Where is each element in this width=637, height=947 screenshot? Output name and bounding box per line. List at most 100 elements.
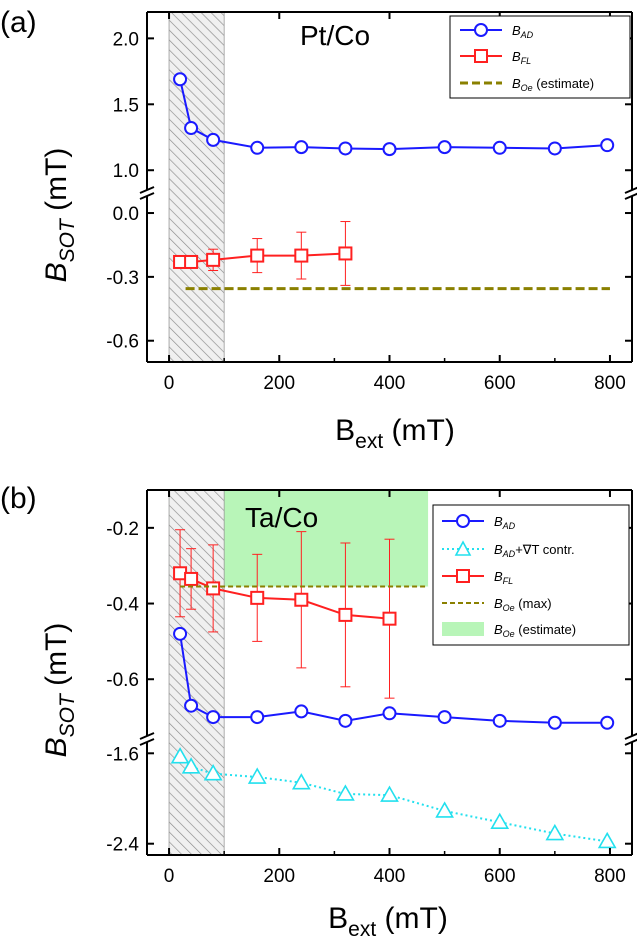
panel-b-break-mark-top-0 [139, 732, 155, 740]
panel-a-x-axis-title: Bext (mT) [335, 414, 455, 453]
panel-a-series-0-point-1 [184, 121, 199, 136]
panel-b-series-0-point-8 [492, 713, 507, 728]
panel-a-x-tick-label-4: 800 [594, 373, 626, 394]
panel-b-break-mark-bottom-0 [139, 738, 155, 746]
panel-a-y-tick-label-lower-1: -0.3 [106, 268, 139, 289]
panel-a-hatched-region [168, 11, 225, 363]
panel-a-x-tick-label-0: 0 [164, 373, 175, 394]
panel-b-y-tick-label-upper-0: -0.2 [106, 519, 139, 540]
panel-b-x-axis-title: Bext (mT) [328, 902, 448, 941]
panel-b-series-0-point-0 [173, 626, 188, 641]
panel-b-series-1-point-9 [545, 823, 565, 841]
panel-a-series-0-point-4 [294, 140, 309, 155]
panel-b-y-axis-title: BSOT (mT) [40, 623, 79, 758]
panel-b-series-0-point-3 [250, 710, 265, 725]
panel-b-x-tick-label-1: 200 [263, 866, 295, 887]
panel-b-series-2-point-3 [250, 590, 265, 605]
panel-a-y-tick-label-upper-1: 1.5 [113, 95, 139, 116]
legend-label-fl: BFL [512, 49, 531, 66]
panel-a-series-0-point-2 [206, 132, 221, 147]
panel-b: (b) 0 200 400 600 800 -0.2 -0.4 -0.6 -1.6 -2.4 Ta… [0, 482, 637, 941]
panel-a-x-tick-label-1: 200 [263, 373, 295, 394]
legend-label-ad: BAD [512, 23, 534, 40]
panel-a-break-mark-top-0 [139, 186, 155, 194]
panel-b-series-0-point-2 [206, 710, 221, 725]
legend-label-oe: BOe (estimate) [512, 76, 594, 93]
panel-a-series-1-point-4 [294, 248, 309, 263]
panel-a-x-tick-label-3: 600 [484, 373, 516, 394]
panel-b-x-tick-label-2: 400 [374, 866, 406, 887]
panel-b-series-1-point-3 [247, 767, 267, 784]
panel-a-series-1-point-5 [338, 246, 353, 261]
legend-label-b-oe-estimate: BOe (estimate) [494, 622, 576, 639]
legend-marker-b-ad [456, 514, 470, 528]
panel-a-series-1-point-1 [184, 254, 199, 269]
panel-a-label: (a) [0, 6, 37, 39]
panel-a: (a) 0 200 400 600 800 1.0 1.5 2.0 0.0 -0.3 -0.6 Pt… [0, 6, 637, 453]
panel-b-y-tick-label-upper-1: -0.4 [106, 595, 139, 616]
panel-a-x-tick-label-2: 400 [374, 373, 406, 394]
panel-a-series-0-point-8 [492, 140, 507, 155]
panel-b-series-0-point-10 [600, 715, 615, 730]
panel-b-y-tick-label-lower-1: -2.4 [106, 835, 139, 856]
legend-label-b-fl: BFL [494, 569, 513, 586]
panel-b-series-0-point-1 [184, 698, 199, 713]
panel-b-series-2-point-5 [338, 607, 353, 622]
legend-label-b-grad: BAD+∇T contr. [494, 542, 575, 559]
panel-a-series-0-point-9 [547, 141, 562, 156]
panel-a-series-0-point-5 [338, 141, 353, 156]
panel-b-series-1-point-6 [380, 785, 399, 802]
panel-b-series-1-point-10 [597, 831, 617, 849]
panel-b-series-1-point-7 [435, 801, 454, 818]
panel-a-y-tick-label-lower-2: -0.6 [106, 332, 139, 353]
legend-marker-fl [474, 49, 488, 63]
panel-b-legend: BAD BAD+∇T contr. BFL BOe (max) BOe (est… [432, 504, 630, 646]
panel-b-series-1-point-2 [203, 764, 223, 781]
panel-a-series-1-point-2 [206, 252, 221, 267]
panel-b-x-tick-label-4: 800 [594, 866, 626, 887]
panel-b-series-1-point-1 [181, 757, 201, 774]
panel-b-series-0-point-7 [437, 710, 452, 725]
legend-patch-b-oe-estimate [442, 622, 484, 636]
panel-b-x-tick-label-3: 600 [484, 866, 516, 887]
panel-b-hatched-region [168, 489, 225, 856]
panel-b-series-0-point-4 [294, 704, 309, 719]
legend-label-b-oe: BOe (max) [494, 596, 552, 613]
panel-a-series-0-point-10 [600, 138, 615, 153]
panel-b-series-2-point-1 [184, 571, 199, 586]
panel-b-series-0-point-6 [382, 706, 397, 721]
panel-b-series-1-point-5 [336, 784, 355, 801]
panel-b-series-1-point-8 [490, 812, 510, 830]
panel-b-y-tick-label-upper-2: -0.6 [106, 670, 139, 691]
panel-a-series-0-point-7 [437, 140, 452, 155]
legend-marker-b-grad [454, 540, 472, 556]
panel-b-series-2-point-4 [294, 592, 309, 607]
panel-b-label: (b) [0, 482, 37, 515]
panel-a-series-0-point-6 [382, 142, 397, 157]
panel-a-plot-area: 0 200 400 600 800 1.0 1.5 2.0 0.0 -0.3 -0.6 [106, 11, 637, 394]
legend-marker-b-fl [456, 569, 470, 583]
panel-a-y-tick-label-upper-2: 2.0 [113, 29, 139, 50]
panel-a-break-mark-bottom-0 [139, 192, 155, 200]
panel-b-x-tick-label-0: 0 [164, 866, 175, 887]
panel-b-y-tick-label-lower-0: -1.6 [106, 744, 139, 765]
panel-b-series-2-point-6 [382, 611, 397, 626]
panel-b-series-0-point-9 [547, 715, 562, 730]
panel-a-y-tick-label-lower-0: 0.0 [113, 204, 139, 225]
legend-label-b-ad: BAD [494, 514, 516, 531]
panel-a-series-0-point-3 [250, 140, 265, 155]
legend-marker-ad [474, 23, 488, 37]
panel-a-series-1-point-3 [250, 248, 265, 263]
panel-b-series-1-line [179, 755, 608, 843]
panel-a-material-label: Pt/Co [300, 20, 370, 51]
panel-b-series-1-point-4 [291, 773, 311, 790]
panel-b-series-0-point-5 [338, 713, 353, 728]
panel-a-y-tick-label-upper-0: 1.0 [113, 161, 139, 182]
panel-a-y-axis-title: BSOT (mT) [40, 148, 79, 283]
panel-a-legend: BAD BFL BOe (estimate) [449, 15, 631, 99]
panel-b-material-label: Ta/Co [245, 502, 318, 533]
panel-b-series-2-point-2 [206, 581, 221, 596]
panel-b-series-1-point-0 [170, 747, 190, 764]
panel-a-series-0-point-0 [173, 72, 188, 87]
